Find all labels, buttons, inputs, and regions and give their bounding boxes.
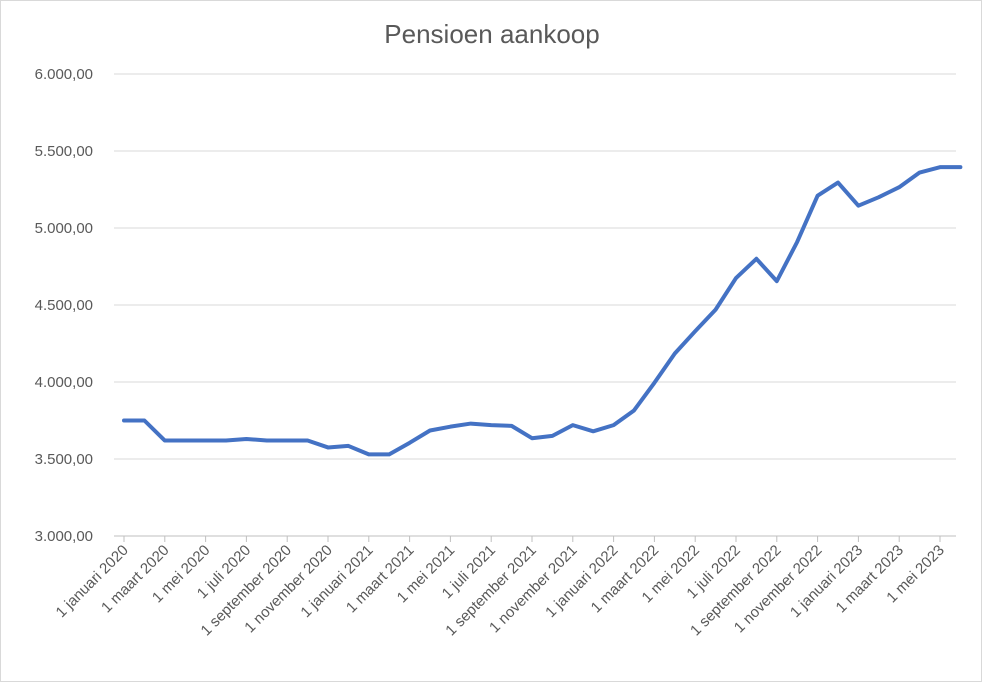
y-tick-label: 3.500,00: [35, 451, 93, 468]
chart-title: Pensioen aankoop: [384, 19, 599, 49]
series-layer: [122, 165, 963, 457]
y-tick-label: 5.000,00: [35, 220, 93, 237]
y-tick-label: 4.500,00: [35, 297, 93, 314]
y-axis-ticks: 3.000,00 3.500,00 4.000,00 4.500,00 5.000,00…: [35, 66, 93, 545]
gridlines: [114, 73, 956, 537]
y-tick-label: 5.500,00: [35, 143, 93, 160]
y-tick-label: 4.000,00: [35, 374, 93, 391]
series-line-0: [122, 165, 963, 457]
y-tick-label: 6.000,00: [35, 66, 93, 83]
y-tick-label: 3.000,00: [35, 528, 93, 545]
